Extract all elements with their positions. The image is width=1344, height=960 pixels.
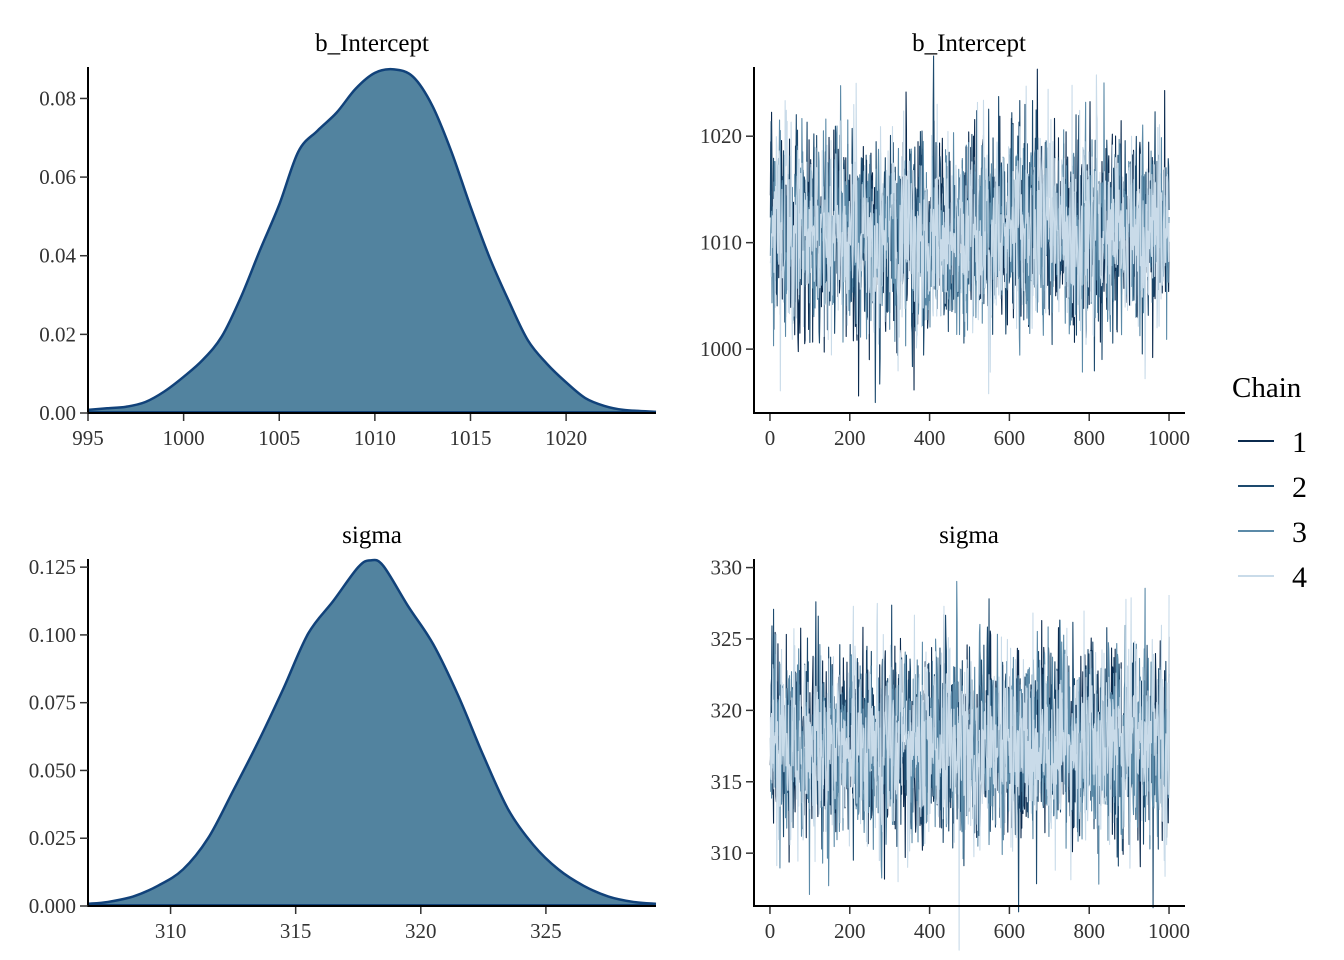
y-tick-label: 1000 <box>700 337 742 361</box>
y-tick-label: 320 <box>711 698 743 722</box>
y-tick-label: 330 <box>711 556 743 580</box>
trace-lines <box>769 580 1170 951</box>
trace-line-chain-4 <box>769 74 1170 395</box>
trace-panel-sigma: sigma 0 200 400 600 800 1000 310 315 320 325 330 <box>711 522 1191 951</box>
x-tick-label: 200 <box>834 919 866 943</box>
y-tick-label: 0.000 <box>29 894 76 918</box>
x-tick-label: 200 <box>834 426 866 450</box>
x-tick-label: 1000 <box>163 426 205 450</box>
y-tick-label: 0.125 <box>29 555 76 579</box>
x-tick-label: 1015 <box>449 426 491 450</box>
y-tick-label: 310 <box>711 841 743 865</box>
x-tick-label: 1020 <box>545 426 587 450</box>
y-tick-label: 0.075 <box>29 691 76 715</box>
panel-title: sigma <box>939 522 999 549</box>
legend-items: 1 2 3 4 <box>1238 426 1307 594</box>
ticks: 995 1000 1005 1010 1015 1020 0.00 0.02 0.04 0.06 0… <box>39 86 587 450</box>
y-tick-label: 1010 <box>700 231 742 255</box>
y-tick-label: 0.02 <box>39 322 76 346</box>
x-tick-label: 400 <box>914 919 946 943</box>
ticks: 0 200 400 600 800 1000 310 315 320 325 330 <box>711 556 1191 943</box>
density-area <box>87 558 657 906</box>
y-tick-label: 325 <box>711 627 743 651</box>
x-tick-label: 310 <box>155 919 187 943</box>
x-tick-label: 400 <box>914 426 946 450</box>
trace-line-chain-4 <box>769 595 1170 951</box>
ticks: 0 200 400 600 800 1000 1000 1010 1020 <box>700 124 1190 450</box>
legend-title: Chain <box>1232 372 1302 404</box>
x-tick-label: 0 <box>765 426 776 450</box>
density-area <box>87 67 657 414</box>
trace-panel-b-intercept: b_Intercept 0 200 400 600 800 1000 1000 1010 102… <box>700 30 1190 450</box>
x-tick-label: 600 <box>994 919 1026 943</box>
y-tick-label: 0.04 <box>39 244 76 268</box>
y-tick-label: 0.08 <box>39 86 76 110</box>
x-tick-label: 600 <box>994 426 1026 450</box>
panel-title: sigma <box>342 522 402 549</box>
x-tick-label: 325 <box>530 919 562 943</box>
density-curve <box>87 558 657 906</box>
legend-label: 1 <box>1292 426 1307 459</box>
y-tick-label: 0.00 <box>39 401 76 425</box>
y-tick-label: 0.06 <box>39 165 76 189</box>
legend: Chain 1 2 3 4 <box>1232 372 1307 594</box>
x-tick-label: 1005 <box>258 426 300 450</box>
panel-title: b_Intercept <box>912 30 1026 57</box>
panel-title: b_Intercept <box>315 30 429 57</box>
ticks: 310 315 320 325 0.000 0.025 0.050 0.075 0.100 0.1… <box>29 555 562 943</box>
trace-lines <box>769 55 1170 404</box>
trace-line-chain-3 <box>769 82 1170 373</box>
density-fill <box>88 69 656 413</box>
y-tick-label: 0.025 <box>29 826 76 850</box>
y-tick-label: 0.100 <box>29 623 76 647</box>
x-tick-label: 320 <box>405 919 437 943</box>
legend-label: 4 <box>1292 561 1307 594</box>
x-tick-label: 1000 <box>1148 919 1190 943</box>
y-tick-label: 1020 <box>700 124 742 148</box>
x-tick-label: 1010 <box>354 426 396 450</box>
density-panel-sigma: sigma 310 315 320 325 0.000 0.025 0.050 0.075 0.… <box>29 522 657 943</box>
density-panel-b-intercept: b_Intercept 995 1000 1005 1010 1015 1020 0.00 0… <box>39 30 657 450</box>
density-curve <box>87 67 657 414</box>
x-tick-label: 1000 <box>1148 426 1190 450</box>
legend-label: 2 <box>1292 471 1307 504</box>
legend-label: 3 <box>1292 516 1307 549</box>
x-tick-label: 800 <box>1073 426 1105 450</box>
x-tick-label: 315 <box>280 919 312 943</box>
density-fill <box>88 559 656 906</box>
x-tick-label: 995 <box>72 426 104 450</box>
y-tick-label: 0.050 <box>29 758 76 782</box>
x-tick-label: 800 <box>1073 919 1105 943</box>
y-tick-label: 315 <box>711 770 743 794</box>
x-tick-label: 0 <box>765 919 776 943</box>
